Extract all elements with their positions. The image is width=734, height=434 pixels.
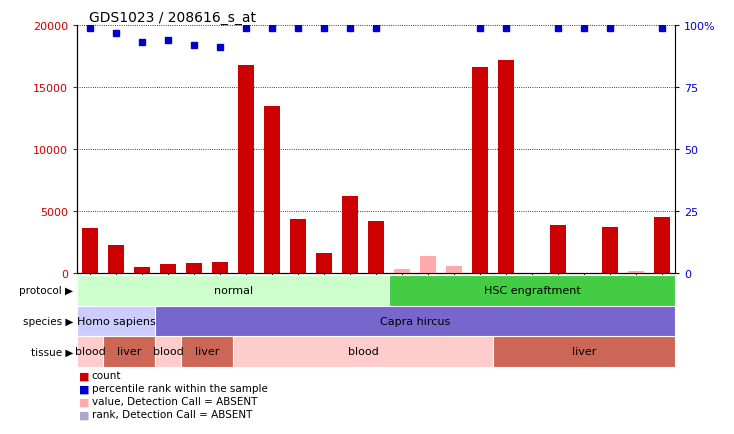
Bar — [389, 276, 675, 306]
Text: species ▶: species ▶ — [23, 316, 73, 326]
Bar — [655, 218, 670, 273]
Bar — [103, 336, 155, 367]
Bar — [109, 245, 124, 273]
Bar — [264, 106, 280, 273]
Bar — [77, 306, 155, 336]
Text: tissue ▶: tissue ▶ — [31, 347, 73, 356]
Bar — [134, 267, 150, 273]
Bar — [368, 221, 384, 273]
Bar — [155, 306, 675, 336]
Text: normal: normal — [214, 286, 252, 296]
Bar — [160, 265, 176, 273]
Text: blood: blood — [75, 347, 106, 356]
Bar — [155, 336, 181, 367]
Text: ■: ■ — [79, 371, 90, 380]
Text: liver: liver — [195, 347, 219, 356]
Bar — [82, 229, 98, 273]
Text: ■: ■ — [79, 384, 90, 393]
Bar — [212, 262, 228, 273]
Text: protocol ▶: protocol ▶ — [19, 286, 73, 296]
Text: liver: liver — [572, 347, 597, 356]
Bar — [233, 336, 493, 367]
Bar — [342, 197, 358, 273]
Bar — [291, 219, 306, 273]
Bar — [446, 266, 462, 273]
Text: Capra hircus: Capra hircus — [380, 316, 451, 326]
Bar — [550, 225, 566, 273]
Bar — [498, 61, 514, 273]
Text: GDS1023 / 208616_s_at: GDS1023 / 208616_s_at — [89, 11, 256, 25]
Bar — [473, 68, 488, 273]
Bar — [239, 66, 254, 273]
Text: percentile rank within the sample: percentile rank within the sample — [92, 384, 268, 393]
Text: ■: ■ — [79, 397, 90, 406]
Text: blood: blood — [348, 347, 379, 356]
Text: liver: liver — [117, 347, 141, 356]
Text: rank, Detection Call = ABSENT: rank, Detection Call = ABSENT — [92, 410, 252, 419]
Bar — [603, 228, 618, 273]
Text: value, Detection Call = ABSENT: value, Detection Call = ABSENT — [92, 397, 257, 406]
Bar — [77, 336, 103, 367]
Text: HSC engraftment: HSC engraftment — [484, 286, 581, 296]
Bar — [181, 336, 233, 367]
Bar — [493, 336, 675, 367]
Bar — [316, 253, 332, 273]
Text: ■: ■ — [79, 410, 90, 419]
Bar — [421, 256, 436, 273]
Text: Homo sapiens: Homo sapiens — [77, 316, 156, 326]
Bar — [186, 263, 202, 273]
Text: count: count — [92, 371, 121, 380]
Bar — [628, 271, 644, 273]
Text: blood: blood — [153, 347, 184, 356]
Bar — [77, 276, 389, 306]
Bar — [394, 269, 410, 273]
